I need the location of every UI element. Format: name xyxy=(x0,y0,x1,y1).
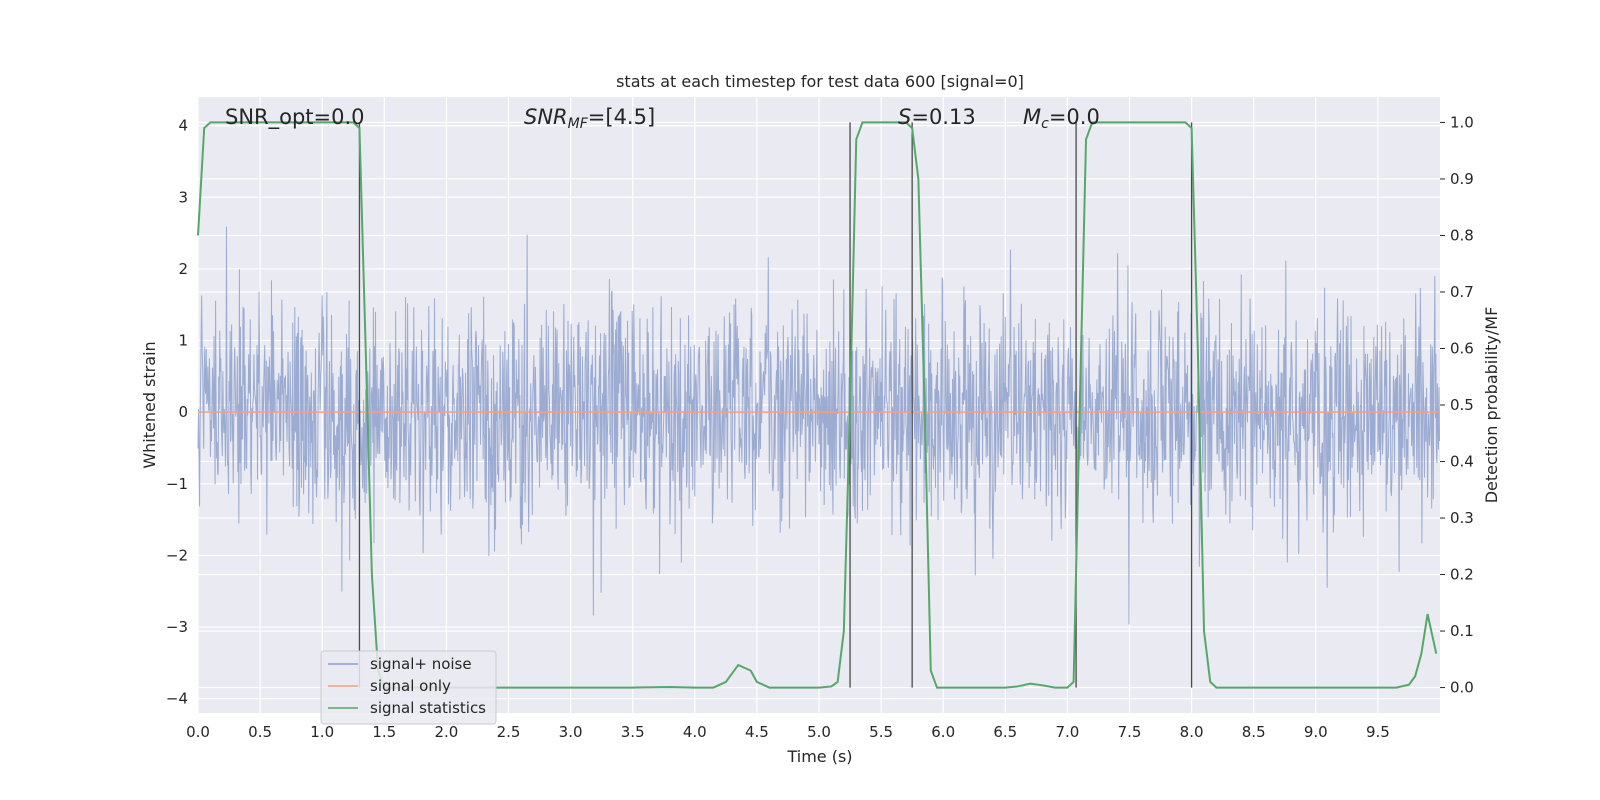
signal-noise-line xyxy=(197,226,1440,625)
x-tick-label: 2.0 xyxy=(434,723,458,741)
legend-label-signal-noise: signal+ noise xyxy=(370,655,472,673)
y2-tick-label: 0.5 xyxy=(1450,396,1474,414)
snr-opt-annotation: SNR_opt=0.0 xyxy=(225,105,365,130)
y2-tick-label: 0.3 xyxy=(1450,509,1474,527)
y-tick-label: 3 xyxy=(178,188,188,206)
y2-tick-label: 0.9 xyxy=(1450,170,1474,188)
x-tick-label: 4.5 xyxy=(745,723,769,741)
y2-tick-label: 1.0 xyxy=(1450,113,1474,131)
x-tick-label: 5.5 xyxy=(869,723,893,741)
y-tick-label: −2 xyxy=(166,546,188,564)
legend-label-signal-only: signal only xyxy=(370,677,451,695)
x-tick-label: 9.5 xyxy=(1366,723,1390,741)
y-tick-label: −1 xyxy=(166,475,188,493)
y2-tick-label: 0.0 xyxy=(1450,679,1474,697)
noise-trace xyxy=(197,226,1440,625)
y2-axis-label: Detection probability/MF xyxy=(1482,307,1501,504)
y2-tick-label: 0.1 xyxy=(1450,622,1474,640)
legend-label-signal-statistics: signal statistics xyxy=(370,699,486,717)
x-tick-label: 1.0 xyxy=(310,723,334,741)
y2-tick-label: 0.7 xyxy=(1450,283,1474,301)
x-axis-label: Time (s) xyxy=(786,747,852,766)
x-tick-label: 8.0 xyxy=(1180,723,1204,741)
x-tick-label: 4.0 xyxy=(683,723,707,741)
x-tick-label: 7.5 xyxy=(1118,723,1142,741)
legend: signal+ noise signal only signal statist… xyxy=(320,650,497,725)
signal-statistics-line xyxy=(197,121,1438,689)
y-tick-label: 4 xyxy=(178,117,188,135)
y2-tick-label: 0.4 xyxy=(1450,453,1474,471)
x-tick-label: 3.5 xyxy=(621,723,645,741)
x-tick-label: 2.5 xyxy=(497,723,521,741)
x-tick-label: 3.0 xyxy=(559,723,583,741)
x-tick-label: 0.5 xyxy=(248,723,272,741)
snr-mf-annotation: SNRMF=[4.5] xyxy=(524,105,655,132)
x-tick-labels: 0.0 0.5 1.0 1.5 2.0 2.5 3.0 3.5 4.0 4.5 5.0 5.5 6.0 6… xyxy=(186,723,1390,741)
mc-annotation: Mc=0.0 xyxy=(1023,105,1100,132)
x-tick-label: 6.0 xyxy=(931,723,955,741)
x-tick-label: 5.0 xyxy=(807,723,831,741)
legend-box xyxy=(320,650,497,725)
chart-title: stats at each timestep for test data 600… xyxy=(616,72,1024,91)
y-tick-label: 1 xyxy=(178,332,188,350)
y-tick-labels: 4 3 2 1 0 −1 −2 −3 −4 xyxy=(166,117,188,708)
x-tick-label: 1.5 xyxy=(372,723,396,741)
y2-tick-label: 0.8 xyxy=(1450,226,1474,244)
y2-tick-label: 0.6 xyxy=(1450,339,1474,357)
x-tick-label: 7.0 xyxy=(1055,723,1079,741)
signal-statistics-trace xyxy=(197,121,1438,689)
y-tick-label: 0 xyxy=(178,403,188,421)
y-tick-label: −4 xyxy=(166,690,188,708)
y2-tick-labels: 1.0 0.9 0.8 0.7 0.6 0.5 0.4 0.3 0.2 0.1 0.0 xyxy=(1440,113,1474,697)
y-tick-label: 2 xyxy=(178,260,188,278)
y-tick-label: −3 xyxy=(166,618,188,636)
x-tick-label: 9.0 xyxy=(1304,723,1328,741)
s-annotation: S=0.13 xyxy=(898,105,976,129)
x-tick-label: 0.0 xyxy=(186,723,210,741)
x-tick-label: 6.5 xyxy=(993,723,1017,741)
x-tick-label: 8.5 xyxy=(1242,723,1266,741)
y-axis-label: Whitened strain xyxy=(140,341,159,468)
y2-tick-label: 0.2 xyxy=(1450,566,1474,584)
